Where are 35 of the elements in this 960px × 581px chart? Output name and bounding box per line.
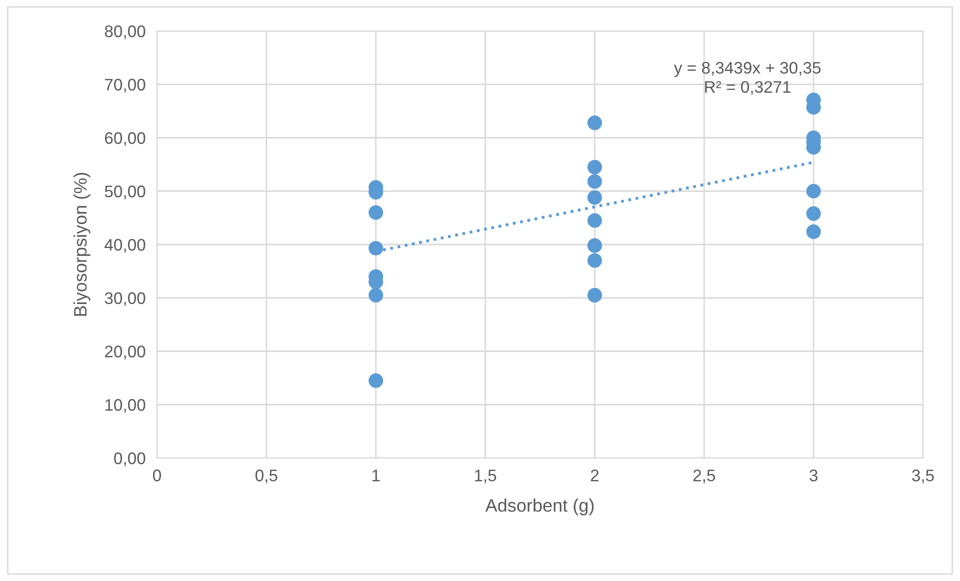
point bbox=[587, 238, 602, 253]
point bbox=[806, 206, 821, 221]
point bbox=[587, 288, 602, 302]
point bbox=[806, 224, 821, 239]
x-axis-title: Adsorbent (g) bbox=[485, 498, 594, 516]
x-tick-label: 2,5 bbox=[693, 470, 716, 484]
y-tick-label: 70,00 bbox=[105, 78, 146, 93]
point bbox=[587, 190, 602, 205]
y-tick-label: 50,00 bbox=[104, 186, 146, 200]
point bbox=[368, 240, 384, 256]
x-tick-label: 0 bbox=[153, 470, 161, 482]
x-tick-label: 2 bbox=[590, 470, 599, 482]
y-tick-label: 0,00 bbox=[114, 452, 146, 466]
y-tick-label: 80,00 bbox=[104, 25, 146, 40]
point bbox=[368, 373, 384, 388]
y-tick-label: 20,00 bbox=[105, 346, 146, 360]
y-tick-label: 60,00 bbox=[105, 132, 146, 146]
y-axis-title: Biyosorpsiyon (%) bbox=[73, 172, 90, 316]
y-tick-label: 30,00 bbox=[104, 292, 146, 306]
point bbox=[587, 160, 602, 174]
annotation: y = 8,3439x + 30,35 R² = 0,3271 bbox=[674, 62, 821, 95]
x-tick-label: 1 bbox=[372, 470, 380, 482]
point bbox=[587, 174, 602, 189]
x-tick-label: 3,5 bbox=[912, 470, 934, 484]
y-tick-label: 10,00 bbox=[105, 399, 146, 413]
point bbox=[806, 184, 821, 198]
x-tick-label: 1,5 bbox=[474, 470, 496, 484]
x-tick-label: 3 bbox=[810, 470, 818, 482]
point bbox=[587, 253, 602, 268]
point bbox=[587, 116, 602, 130]
point bbox=[587, 213, 602, 228]
y-tick-label: 40,00 bbox=[104, 238, 146, 253]
x-tick-label: 0,5 bbox=[255, 470, 278, 484]
point bbox=[368, 288, 384, 302]
point bbox=[368, 205, 384, 220]
